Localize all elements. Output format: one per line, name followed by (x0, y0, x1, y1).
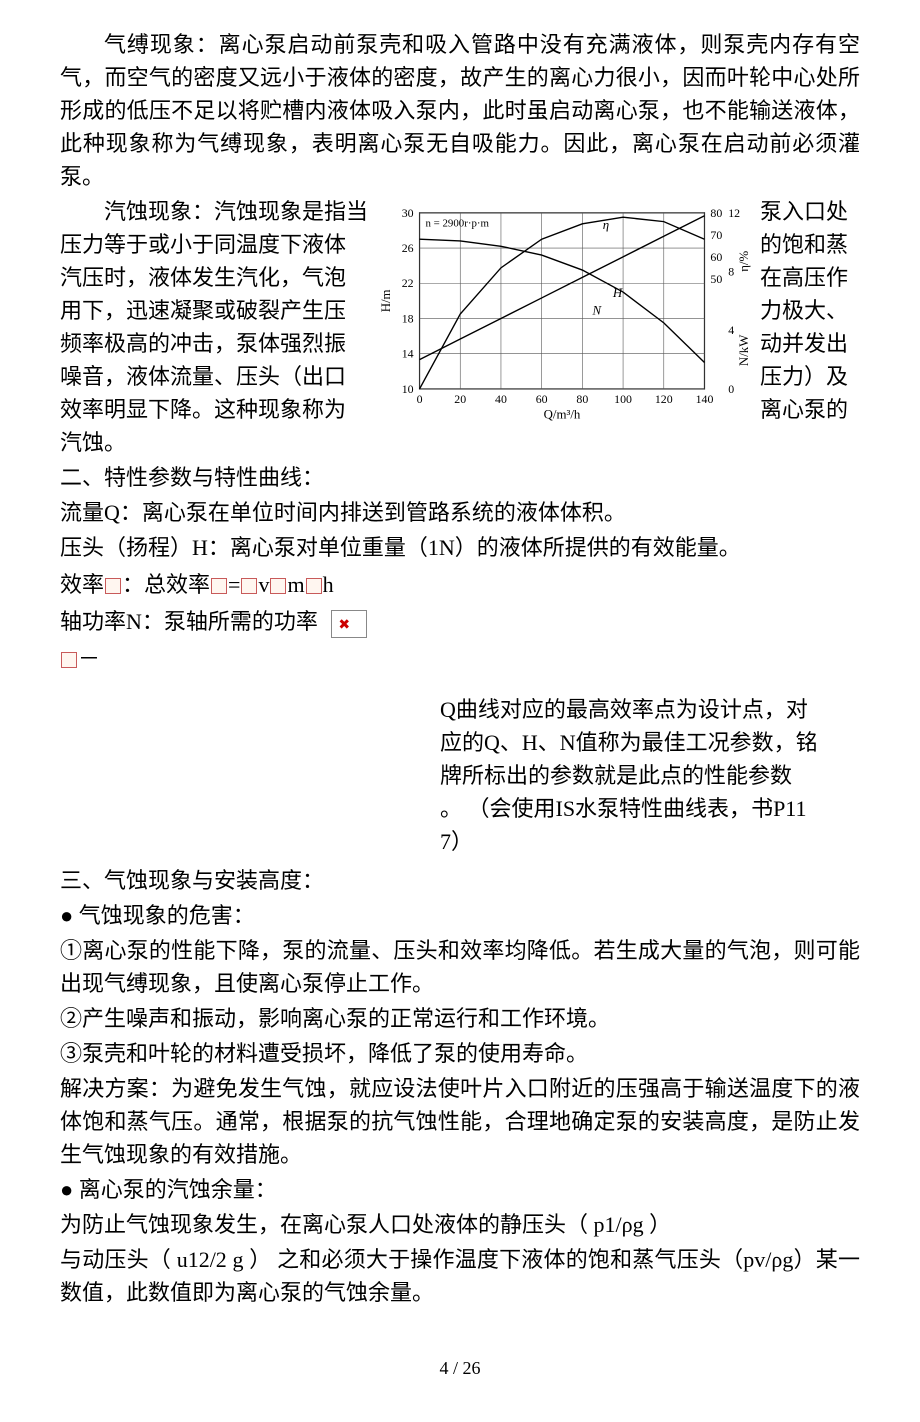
wl4: 频率极高的冲击，泵体强烈振 (60, 327, 368, 360)
placeholder-icon (270, 578, 286, 594)
svg-text:η: η (603, 218, 609, 232)
svg-text:10: 10 (402, 382, 414, 396)
svg-text:4: 4 (728, 323, 734, 337)
svg-text:N: N (592, 304, 603, 318)
wrap-right: 泵入口处 的饱和蒸 在高压作 力极大、 动并发出 压力）及 离心泵的 (760, 195, 860, 426)
wl3: 用下，迅速凝聚或破裂产生压 (60, 294, 368, 327)
pump-curve-chart: 0 20 40 60 80 100 120 140 10 14 18 22 26 30 50 60 70 80 0 4… (368, 195, 760, 423)
sec2-n: 轴功率N：泵轴所需的功率 (60, 605, 860, 638)
design-point-note: Q曲线对应的最高效率点为设计点，对 应的Q、H、N值称为最佳工况参数，铭 牌所标… (60, 693, 860, 858)
svg-text:70: 70 (710, 228, 722, 242)
rb3: 牌所标出的参数就是此点的性能参数 (440, 759, 860, 792)
svg-text:H/m: H/m (379, 289, 393, 312)
sec3-np2: 与动压头（ u12/2 g ） 之和必须大于操作温度下液体的饱和蒸气压头（pv/… (60, 1243, 860, 1309)
dash: － (78, 646, 100, 671)
svg-text:0: 0 (728, 382, 734, 396)
svg-text:60: 60 (710, 250, 722, 264)
placeholder-icon (241, 578, 257, 594)
wrap-row: 汽蚀现象：汽蚀现象是指当 压力等于或小于同温度下液体 汽压时，液体发生汽化，气泡… (60, 195, 860, 426)
placeholder-icon (211, 578, 227, 594)
sec2-dash: － (60, 642, 860, 675)
sec3-3: ③泵壳和叶轮的材料遭受损坏，降低了泵的使用寿命。 (60, 1037, 860, 1070)
eff-pre: 效率 (60, 572, 104, 597)
sec2-n-text: 轴功率N：泵轴所需的功率 (60, 609, 318, 634)
wr6: 离心泵的 (760, 393, 860, 426)
svg-text:Q/m³/h: Q/m³/h (544, 408, 581, 422)
rb2: 应的Q、H、N值称为最佳工况参数，铭 (440, 726, 860, 759)
wl6: 效率明显下降。这种现象称为 (60, 393, 368, 426)
placeholder-icon (105, 578, 121, 594)
wl1: 压力等于或小于同温度下液体 (60, 228, 368, 261)
eff-v: v (258, 572, 269, 597)
wr5: 压力）及 (760, 360, 860, 393)
wrap-left: 汽蚀现象：汽蚀现象是指当 压力等于或小于同温度下液体 汽压时，液体发生汽化，气泡… (60, 195, 368, 426)
sec3-1: ①离心泵的性能下降，泵的流量、压头和效率均降低。若生成大量的气泡，则可能出现气缚… (60, 934, 860, 1000)
svg-text:H: H (612, 286, 623, 300)
sec3-heading: 三、气蚀现象与安装高度： (60, 864, 860, 897)
pump-curve-svg: 0 20 40 60 80 100 120 140 10 14 18 22 26 30 50 60 70 80 0 4… (376, 195, 752, 423)
svg-text:8: 8 (728, 264, 734, 278)
broken-image-icon (331, 610, 367, 638)
svg-text:100: 100 (614, 392, 632, 406)
page-number: 4 / 26 (60, 1355, 860, 1382)
eff-h: h (323, 572, 334, 597)
svg-text:140: 140 (696, 392, 714, 406)
sec2-heading: 二、特性参数与特性曲线： (60, 461, 860, 494)
eff-mid: ：总效率 (122, 572, 210, 597)
para-qifu: 气缚现象：离心泵启动前泵壳和吸入管路中没有充满液体，则泵壳内存有空气，而空气的密… (60, 28, 860, 193)
sec3-sol: 解决方案：为避免发生气蚀，就应设法使叶片入口附近的压强高于输送温度下的液体饱和蒸… (60, 1072, 860, 1171)
wl2: 汽压时，液体发生汽化，气泡 (60, 261, 368, 294)
svg-text:50: 50 (710, 272, 722, 286)
wr0: 泵入口处 (760, 195, 860, 228)
wl0: 汽蚀现象：汽蚀现象是指当 (60, 195, 368, 228)
svg-text:0: 0 (417, 392, 423, 406)
svg-text:12: 12 (728, 206, 740, 220)
wl7: 汽蚀。 (60, 426, 860, 459)
sec2-eff: 效率 ：总效率 = vmh (60, 568, 860, 601)
wr2: 在高压作 (760, 261, 860, 294)
eff-eq: = (228, 572, 240, 597)
sec2-h: 压头（扬程）H：离心泵对单位重量（1N）的液体所提供的有效能量。 (60, 531, 860, 564)
wr3: 力极大、 (760, 294, 860, 327)
svg-text:26: 26 (402, 241, 414, 255)
rb1: Q曲线对应的最高效率点为设计点，对 (440, 693, 860, 726)
svg-text:30: 30 (402, 206, 414, 220)
rb4: 。 （会使用IS水泵特性曲线表，书P11 (440, 792, 860, 825)
wr1: 的饱和蒸 (760, 228, 860, 261)
sec3-b1: ● 气蚀现象的危害： (60, 899, 860, 932)
sec3-np1: 为防止气蚀现象发生，在离心泵人口处液体的静压头（ p1/ρg ） (60, 1208, 860, 1241)
page: 气缚现象：离心泵启动前泵壳和吸入管路中没有充满液体，则泵壳内存有空气，而空气的密… (0, 0, 920, 1422)
svg-text:40: 40 (495, 392, 507, 406)
svg-text:n = 2900r·p·m: n = 2900r·p·m (425, 218, 489, 230)
placeholder-icon (61, 652, 77, 668)
eff-m: m (287, 572, 304, 597)
wl5: 噪音，液体流量、压头（出口 (60, 360, 368, 393)
svg-text:60: 60 (536, 392, 548, 406)
sec3-b2: ● 离心泵的汽蚀余量： (60, 1173, 860, 1206)
wr4: 动并发出 (760, 327, 860, 360)
svg-text:80: 80 (576, 392, 588, 406)
placeholder-icon (306, 578, 322, 594)
sec2-q: 流量Q：离心泵在单位时间内排送到管路系统的液体体积。 (60, 496, 860, 529)
svg-text:80: 80 (710, 206, 722, 220)
svg-text:14: 14 (402, 347, 414, 361)
sec3-2: ②产生噪声和振动，影响离心泵的正常运行和工作环境。 (60, 1002, 860, 1035)
svg-text:20: 20 (454, 392, 466, 406)
svg-text:18: 18 (402, 311, 414, 325)
rb5: 7） (440, 825, 860, 858)
svg-text:22: 22 (402, 276, 414, 290)
svg-text:η/%: η/% (737, 251, 751, 272)
svg-text:120: 120 (655, 392, 673, 406)
svg-text:N/kW: N/kW (737, 334, 751, 366)
